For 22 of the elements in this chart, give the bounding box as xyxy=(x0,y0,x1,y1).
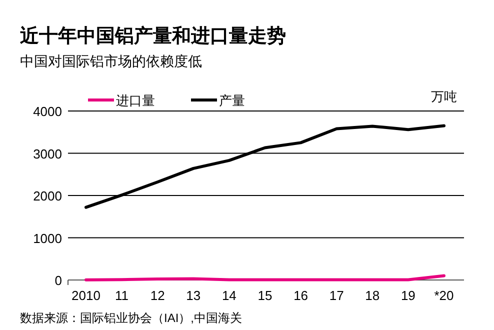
x-tick-label: 2010 xyxy=(72,288,100,303)
y-tick-label: 3000 xyxy=(33,146,62,162)
x-tick-label: 11 xyxy=(115,288,129,303)
source-note: 数据来源：国际铝业协会（IAI）,中国海关 xyxy=(20,311,242,325)
y-tick-label: 4000 xyxy=(33,104,62,119)
chart-subtitle: 中国对国际铝市场的依赖度低 xyxy=(20,53,202,69)
y-tick-label: 2000 xyxy=(33,188,62,204)
x-tick-label: 14 xyxy=(222,288,236,303)
x-tick-label: 18 xyxy=(365,288,380,303)
x-tick-label: *20 xyxy=(434,288,454,303)
legend-label: 进口量 xyxy=(116,93,155,108)
x-tick-label: 13 xyxy=(186,288,201,303)
legend-label: 产量 xyxy=(219,93,245,108)
x-tick-label: 17 xyxy=(329,288,344,303)
y-axis-title: 万吨 xyxy=(431,89,457,104)
y-tick-label: 1000 xyxy=(33,230,62,246)
chart-title: 近十年中国铝产量和进口量走势 xyxy=(19,25,286,47)
x-tick-label: 19 xyxy=(400,288,416,303)
x-tick-label: 16 xyxy=(294,288,308,303)
y-tick-label: 0 xyxy=(54,273,62,288)
x-tick-label: 12 xyxy=(150,288,165,303)
x-tick-label: 15 xyxy=(258,288,272,303)
